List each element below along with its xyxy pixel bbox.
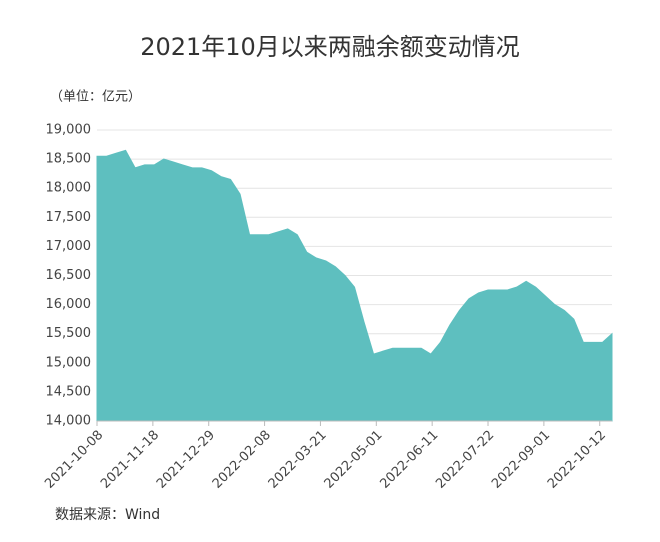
- x-tick-label: 2022-05-01: [322, 428, 386, 492]
- x-tick-label: 2021-12-29: [154, 428, 218, 492]
- x-tick-label: 2022-03-21: [266, 428, 330, 492]
- x-tick-label: 2022-06-11: [377, 428, 441, 492]
- x-tick-label: 2021-11-18: [98, 428, 162, 492]
- x-tick-label: 2022-09-01: [489, 428, 553, 492]
- y-tick-label: 14,000: [46, 414, 92, 429]
- x-tick-label: 2022-02-08: [210, 428, 274, 492]
- y-tick-label: 19,000: [46, 123, 92, 138]
- x-tick-label: 2022-10-12: [545, 428, 609, 492]
- y-tick-label: 16,500: [46, 268, 92, 283]
- x-tick-label: 2021-10-08: [42, 428, 106, 492]
- y-tick-label: 17,500: [46, 210, 92, 225]
- y-tick-label: 15,500: [46, 326, 92, 341]
- y-tick-label: 14,500: [46, 384, 92, 399]
- area: [96, 149, 613, 422]
- unit-note: （单位：亿元）: [50, 90, 141, 105]
- source-note: 数据来源：Wind: [55, 507, 160, 523]
- y-tick-label: 18,000: [46, 181, 92, 196]
- y-tick-label: 18,500: [46, 152, 92, 167]
- chart-title: 2021年10月以来两融余额变动情况: [140, 33, 520, 61]
- y-tick-label: 16,000: [46, 297, 92, 312]
- y-tick-label: 15,000: [46, 355, 92, 370]
- x-tick-label: 2022-07-22: [433, 428, 497, 492]
- y-tick-label: 17,000: [46, 239, 92, 254]
